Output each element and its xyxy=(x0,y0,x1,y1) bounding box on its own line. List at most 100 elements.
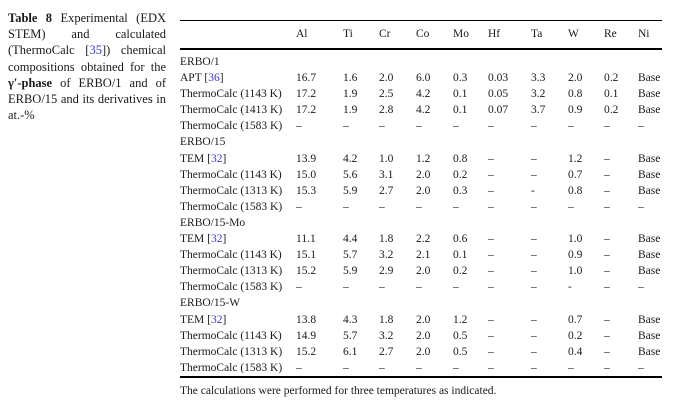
cell: 0.6 xyxy=(453,233,468,246)
cell: – xyxy=(604,120,610,133)
cell xyxy=(488,49,531,70)
section-row: ERBO/15-Mo xyxy=(180,215,662,231)
table-row: ThermoCalc (1583 K) – – – – – – – – – – xyxy=(180,360,662,377)
cell: 4.2 xyxy=(416,104,431,117)
row-label: ERBO/15-W xyxy=(180,297,241,310)
cell: 5.6 xyxy=(343,168,358,181)
cell: – xyxy=(604,313,610,326)
cell: – xyxy=(531,120,537,133)
cell: – xyxy=(453,281,459,294)
cell: 0.7 xyxy=(568,313,583,326)
cell: 1.2 xyxy=(416,152,431,165)
cell: – xyxy=(488,249,494,262)
citation-link[interactable]: 35 xyxy=(89,43,102,58)
cell: – xyxy=(488,281,494,294)
cell: 0.4 xyxy=(568,345,583,358)
cell: 0.2 xyxy=(453,265,468,278)
cell xyxy=(296,134,343,150)
cell: Base xyxy=(638,249,661,262)
cell: – xyxy=(296,281,302,294)
cell: 2.0 xyxy=(416,265,431,278)
cell: – xyxy=(416,361,422,374)
cell: 0.2 xyxy=(453,168,468,181)
cell: 15.3 xyxy=(296,184,317,197)
cell: 0.07 xyxy=(488,104,509,117)
cell: 0.9 xyxy=(568,104,583,117)
cell: – xyxy=(379,200,385,213)
cell: – xyxy=(531,361,537,374)
table-row: ThermoCalc (1143 K) 14.9 5.7 3.2 2.0 0.5 – – 0.2… xyxy=(180,328,662,344)
cell: – xyxy=(531,152,537,165)
cell: 1.9 xyxy=(343,104,358,117)
cell: 1.6 xyxy=(343,72,358,85)
cell: – xyxy=(488,233,494,246)
table-caption: Table 8 Experimental (EDX STEM) and calc… xyxy=(8,10,166,123)
cell: 2.0 xyxy=(416,313,431,326)
cell: – xyxy=(343,200,349,213)
cell: 2.1 xyxy=(416,249,431,262)
cell xyxy=(488,295,531,311)
cell: 17.2 xyxy=(296,88,317,101)
cell: 15.1 xyxy=(296,249,317,262)
cell: – xyxy=(604,184,610,197)
cell: – xyxy=(343,120,349,133)
cell xyxy=(638,215,662,231)
cell: – xyxy=(488,120,494,133)
cell xyxy=(531,134,568,150)
column-header-co: Co xyxy=(416,20,453,50)
caption-bold-phrase: γ′-phase xyxy=(8,75,53,90)
table-body: ERBO/1 APT [36] 16.7 1.6 2.0 6.0 0.3 0.03 3.3 2.0… xyxy=(180,49,662,377)
cell xyxy=(343,215,379,231)
table-row: ThermoCalc (1143 K) 15.1 5.7 3.2 2.1 0.1 – – 0.9… xyxy=(180,247,662,263)
caption-text-3: of ERBO/1 and of ERBO/15 and its derivat… xyxy=(8,75,166,123)
cell: 15.2 xyxy=(296,265,317,278)
table-row: ThermoCalc (1313 K) 15.3 5.9 2.7 2.0 0.3 – - 0.8… xyxy=(180,183,662,199)
table-row: TEM [32] 13.8 4.3 1.8 2.0 1.2 – – 0.7 – Base xyxy=(180,312,662,328)
cell xyxy=(296,49,343,70)
cell: 5.9 xyxy=(343,184,358,197)
cell: 2.2 xyxy=(416,233,431,246)
cell xyxy=(379,49,416,70)
cell: 0.2 xyxy=(604,72,619,85)
cell: – xyxy=(604,281,610,294)
table-row: APT [36] 16.7 1.6 2.0 6.0 0.3 0.03 3.3 2.0 0.2 Bas… xyxy=(180,70,662,86)
citation-link[interactable]: 36 xyxy=(208,72,220,85)
cell: 3.2 xyxy=(531,88,546,101)
cell: – xyxy=(488,152,494,165)
header-row: Al Ti Cr Co Mo Hf Ta W Re Ni xyxy=(180,20,662,50)
cell: – xyxy=(343,281,349,294)
cell: 1.2 xyxy=(453,313,468,326)
citation-link[interactable]: 32 xyxy=(210,152,223,165)
cell xyxy=(604,49,638,70)
cell: 2.7 xyxy=(379,184,394,197)
column-header-ni: Ni xyxy=(638,20,662,50)
cell: 2.5 xyxy=(379,88,394,101)
cell: – xyxy=(488,361,494,374)
row-label: ThermoCalc (1583 K) xyxy=(180,120,283,133)
row-label: ThermoCalc (1413 K) xyxy=(180,104,283,117)
cell: 0.8 xyxy=(568,184,583,197)
cell: – xyxy=(568,120,574,133)
row-label: ERBO/15 xyxy=(180,136,226,149)
cell: – xyxy=(531,233,537,246)
cell xyxy=(296,215,343,231)
cell: 1.8 xyxy=(379,313,394,326)
cell xyxy=(638,134,662,150)
cell: – xyxy=(453,120,459,133)
cell xyxy=(343,134,379,150)
cell xyxy=(638,49,662,70)
cell xyxy=(488,134,531,150)
cell: 5.7 xyxy=(343,249,358,262)
cell: 1.0 xyxy=(568,265,583,278)
cell: – xyxy=(416,281,422,294)
citation-link[interactable]: 32 xyxy=(210,313,223,326)
cell xyxy=(343,49,379,70)
cell: – xyxy=(453,361,459,374)
cell: – xyxy=(488,329,494,342)
cell: 0.1 xyxy=(453,104,468,117)
row-label: ThermoCalc (1583 K) xyxy=(180,200,283,213)
cell: 0.5 xyxy=(453,329,468,342)
table-row: ThermoCalc (1313 K) 15.2 5.9 2.9 2.0 0.2 – – 1.0… xyxy=(180,263,662,279)
citation-link[interactable]: 32 xyxy=(210,233,223,246)
cell: – xyxy=(488,200,494,213)
